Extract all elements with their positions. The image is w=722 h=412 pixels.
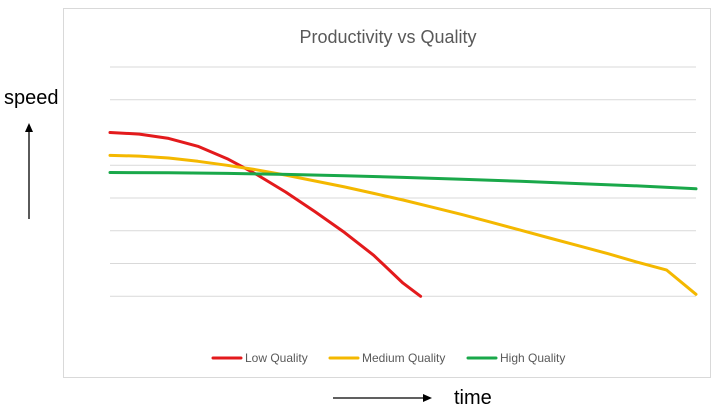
chart-svg: Productivity vs Quality Low Quality Mediu… [108,27,698,365]
grid-layer [110,66,696,297]
legend-label: Medium Quality [362,351,445,365]
legend-label: Low Quality [245,351,308,365]
series-layer [108,131,698,298]
legend-item-low-quality: Low Quality [211,351,308,365]
low-quality-line [108,131,423,298]
legend: Low Quality Medium Quality High Quality [211,351,565,365]
chart-title: Productivity vs Quality [299,27,476,47]
high-quality-line [108,171,698,191]
speed-label: speed [4,87,59,109]
time-label: time [454,387,492,409]
medium-quality-line [108,153,698,296]
legend-label: High Quality [500,351,565,365]
legend-item-high-quality: High Quality [466,351,565,365]
speed-arrow [25,123,33,219]
legend-item-medium-quality: Medium Quality [328,351,445,365]
chart-frame: Productivity vs Quality Low Quality Mediu… [63,8,711,378]
time-arrow [333,394,432,402]
